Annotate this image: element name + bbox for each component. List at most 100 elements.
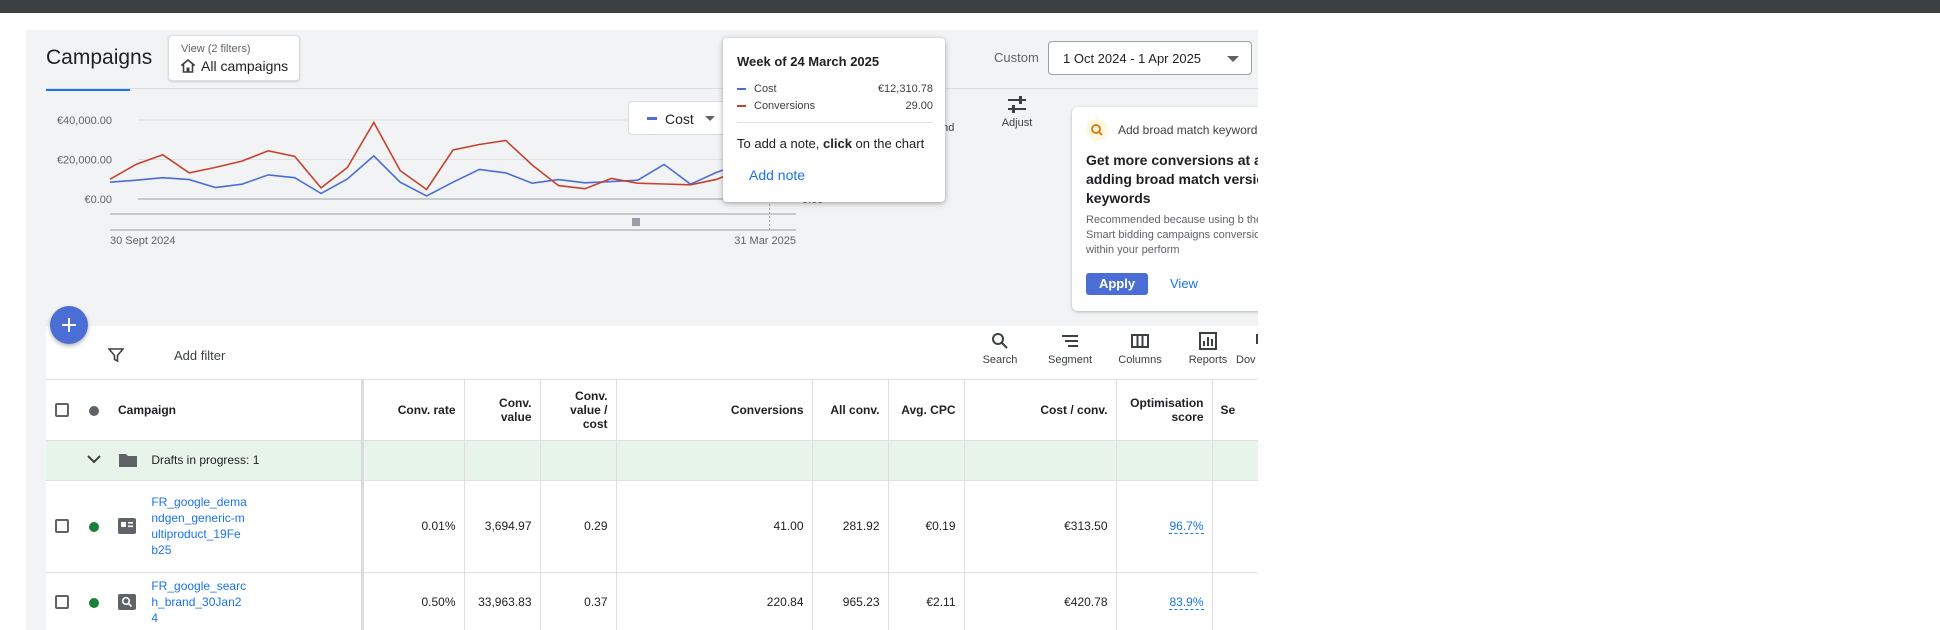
cell-all-conv: 281.92 xyxy=(812,480,889,573)
cell-all-conv: 965.23 xyxy=(812,572,889,630)
columns-button[interactable]: Columns xyxy=(1108,332,1172,366)
tooltip-note: To add a note, click on the chart xyxy=(737,136,925,151)
tooltip-row-cost: Cost €12,310.78 xyxy=(737,83,933,95)
tooltip-cost-value: €12,310.78 xyxy=(877,83,933,95)
row-checkbox[interactable] xyxy=(55,519,69,534)
cell-conv-value-cost: 0.37 xyxy=(540,572,617,630)
drafts-row[interactable]: Drafts in progress: 1 xyxy=(46,440,1258,481)
header-conv-value[interactable]: Conv. value xyxy=(464,380,541,441)
segment-icon xyxy=(1062,335,1078,347)
adjust-button[interactable]: Adjust xyxy=(992,96,1042,129)
header-extra[interactable]: Se xyxy=(1212,380,1258,441)
view-name: All campaigns xyxy=(201,58,289,74)
adjust-label: Adjust xyxy=(1001,117,1033,129)
reports-button[interactable]: Reports xyxy=(1176,332,1240,366)
page-title: Campaigns xyxy=(46,46,153,69)
metric-label: Cost xyxy=(665,111,694,127)
browser-top-bar xyxy=(0,0,1940,13)
chart-tooltip: Week of 24 March 2025 Cost €12,310.78 Co… xyxy=(723,38,945,202)
y-left-tick-label: €20,000.00 xyxy=(57,155,112,167)
tooltip-title: Week of 24 March 2025 xyxy=(737,54,880,69)
optimisation-score-link[interactable]: 96.7% xyxy=(1169,519,1204,534)
apply-button[interactable]: Apply xyxy=(1086,273,1148,295)
cell-avg-cpc: €2.11 xyxy=(888,572,965,630)
conversions-swatch xyxy=(737,105,746,108)
search-button[interactable]: Search xyxy=(968,332,1032,366)
tooltip-conversions-value: 29.00 xyxy=(905,100,933,112)
cell-conversions: 220.84 xyxy=(616,572,813,630)
table-header-row: Campaign Conv. rate Conv. value Conv. va… xyxy=(46,380,1258,441)
campaign-name-link[interactable]: FR_google_search_brand_30Jan24 xyxy=(151,579,247,625)
columns-label: Columns xyxy=(1118,354,1162,366)
cell-conversions: 41.00 xyxy=(616,480,813,573)
add-note-link[interactable]: Add note xyxy=(749,167,806,183)
header-avg-cpc[interactable]: Avg. CPC xyxy=(888,380,965,441)
add-filter-button[interactable]: Add filter xyxy=(174,348,226,363)
chevron-down-icon[interactable] xyxy=(86,454,102,464)
cell-cost-conv: €420.78 xyxy=(964,572,1117,630)
date-range-value: 1 Oct 2024 - 1 Apr 2025 xyxy=(1063,51,1202,66)
series-line-cost xyxy=(109,154,797,197)
x-end-label: 31 Mar 2025 xyxy=(734,235,796,247)
drafts-label: Drafts in progress: 1 xyxy=(151,453,260,467)
download-label: Dov xyxy=(1236,354,1256,366)
table-row: FR_google_search_brand_30Jan24 0.50% 33,… xyxy=(46,572,1258,630)
view-recommendation-link[interactable]: View xyxy=(1170,276,1198,291)
recommendation-title: Get more conversions at a adding broad m… xyxy=(1086,152,1258,206)
header-optimisation-score[interactable]: Optimisation score xyxy=(1116,380,1213,441)
columns-icon xyxy=(1131,334,1149,348)
campaign-name-link[interactable]: FR_google_demandgen_generic-multiproduct… xyxy=(151,495,247,557)
active-tab-indicator xyxy=(46,89,130,91)
add-campaign-button[interactable] xyxy=(50,306,88,344)
header-cost-conv[interactable]: Cost / conv. xyxy=(964,380,1117,441)
select-all-checkbox[interactable] xyxy=(55,403,69,418)
header-conv-rate[interactable]: Conv. rate xyxy=(362,380,465,441)
filter-bar: Add filter Search Segment Columns Report… xyxy=(46,326,1258,380)
metric-color-swatch xyxy=(647,117,657,120)
cell-avg-cpc: €0.19 xyxy=(888,480,965,573)
download-icon xyxy=(1256,334,1258,344)
reports-icon xyxy=(1199,332,1217,350)
header-conversions[interactable]: Conversions xyxy=(616,380,813,441)
recommendation-card: Add broad match keyword Get more convers… xyxy=(1072,107,1258,311)
date-range-label: Custom xyxy=(994,50,1039,65)
tooltip-divider xyxy=(737,122,933,123)
date-range-picker[interactable]: 1 Oct 2024 - 1 Apr 2025 xyxy=(1048,41,1252,75)
tooltip-cost-label: Cost xyxy=(754,83,777,95)
download-button[interactable]: Dov xyxy=(1236,332,1258,366)
optimisation-score-link[interactable]: 83.9% xyxy=(1169,595,1204,610)
tooltip-conversions-label: Conversions xyxy=(754,100,816,112)
recommendation-header: Add broad match keyword xyxy=(1118,123,1258,137)
view-selector[interactable]: View (2 filters) All campaigns xyxy=(168,35,300,81)
caret-down-icon xyxy=(1227,56,1239,62)
campaign-table-panel: Add filter Search Segment Columns Report… xyxy=(46,326,1258,630)
y-left-tick-label: €0.00 xyxy=(84,194,112,206)
status-enabled-icon[interactable] xyxy=(89,521,99,532)
search-icon xyxy=(992,333,1008,349)
range-slider-handle[interactable] xyxy=(632,218,640,226)
metric-dropdown[interactable]: Cost xyxy=(628,101,736,135)
recommendation-body: Recommended because using b these Smart … xyxy=(1086,214,1258,256)
header-conv-value-cost[interactable]: Conv. value / cost xyxy=(540,380,617,441)
search-label: Search xyxy=(982,354,1018,366)
filter-icon[interactable] xyxy=(108,347,124,363)
cell-cost-conv: €313.50 xyxy=(964,480,1117,573)
table-row: FR_google_demandgen_generic-multiproduct… xyxy=(46,480,1258,573)
segment-label: Segment xyxy=(1047,354,1093,366)
cell-conv-value: 3,694.97 xyxy=(464,480,541,573)
cell-conv-value: 33,963.83 xyxy=(464,572,541,630)
folder-icon xyxy=(119,454,137,467)
row-checkbox[interactable] xyxy=(55,595,69,610)
header-divider xyxy=(46,88,1258,89)
header-all-conv[interactable]: All conv. xyxy=(812,380,889,441)
campaigns-page: Campaigns View (2 filters) All campaigns… xyxy=(26,30,1258,630)
y-left-tick-label: €40,000.00 xyxy=(57,115,112,127)
cell-conv-value-cost: 0.29 xyxy=(540,480,617,573)
status-header-icon[interactable] xyxy=(89,405,99,416)
tune-icon xyxy=(1008,96,1026,113)
tooltip-row-conversions: Conversions 29.00 xyxy=(737,100,933,112)
segment-button[interactable]: Segment xyxy=(1038,332,1102,366)
header-campaign[interactable]: Campaign xyxy=(110,380,364,441)
cell-conv-rate: 0.50% xyxy=(362,572,465,630)
status-enabled-icon[interactable] xyxy=(89,597,99,608)
